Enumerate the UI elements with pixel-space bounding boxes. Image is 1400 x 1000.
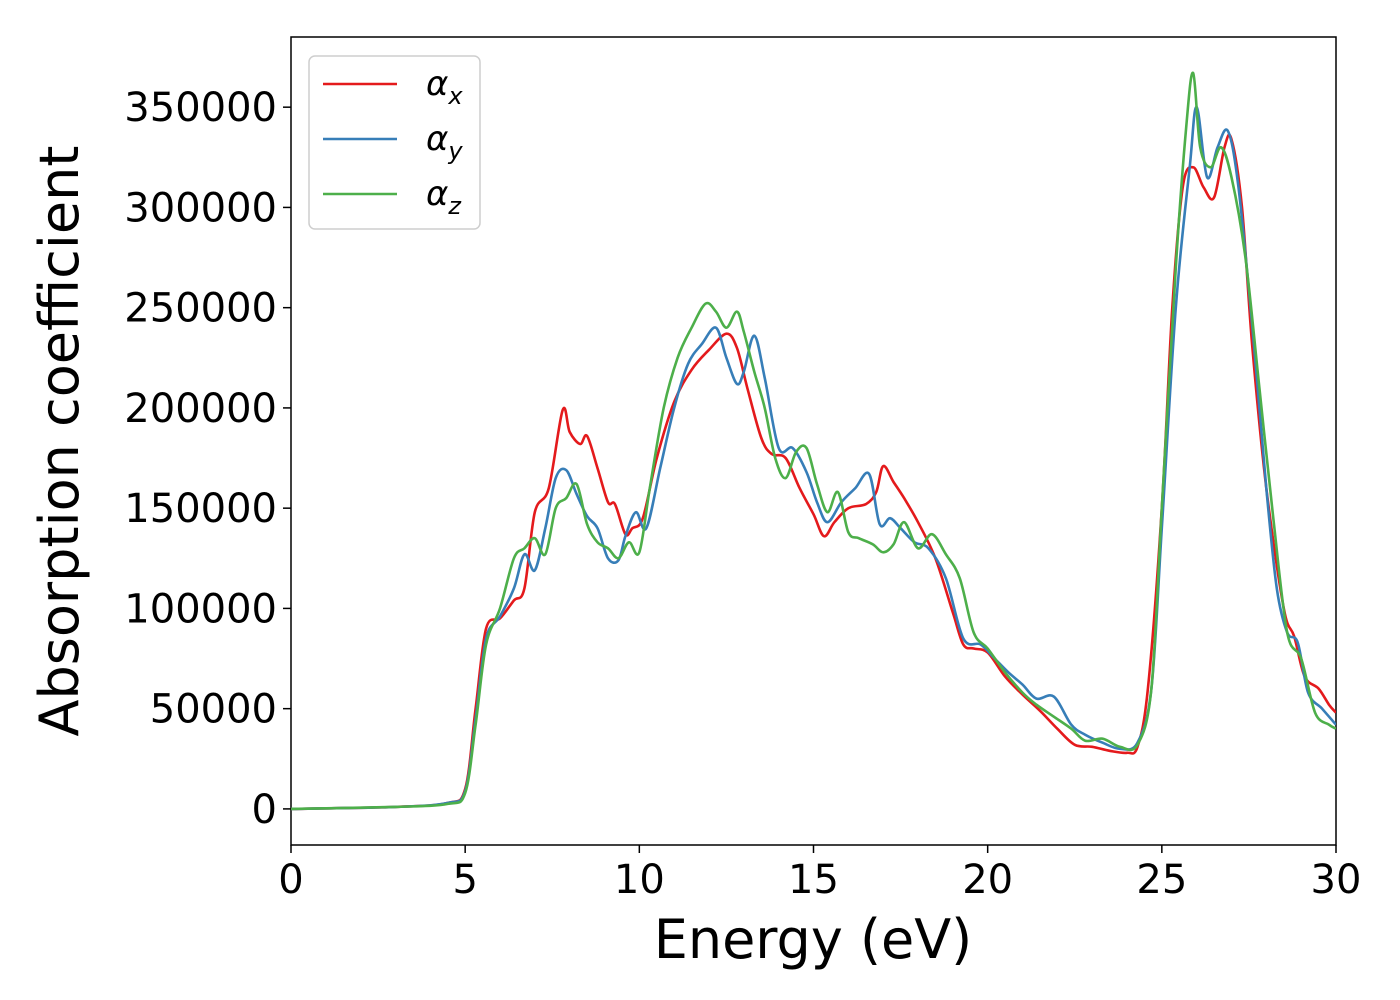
legend-box: [308, 55, 481, 230]
x-tick-label: 5: [452, 857, 477, 903]
x-tick-label: 0: [278, 857, 303, 903]
series-line-y: [291, 105, 1336, 811]
y-tick-label: 350000: [124, 85, 277, 131]
y-tick-label: 100000: [124, 586, 277, 632]
x-axis: 0 5 10 15 20 25 30: [278, 845, 1361, 903]
y-tick-label: 200000: [124, 386, 277, 432]
series-lines: [291, 71, 1336, 811]
legend-label-x: αx: [426, 64, 463, 110]
legend-label-z: αz: [426, 174, 462, 220]
legend: αx αy αz: [308, 55, 481, 230]
y-tick-label: 50000: [150, 687, 277, 733]
y-tick-label: 0: [252, 787, 277, 833]
y-tick-label: 300000: [124, 185, 277, 231]
legend-label-y: αy: [426, 119, 463, 165]
x-tick-label: 20: [962, 857, 1013, 903]
x-tick-label: 15: [788, 857, 839, 903]
x-tick-label: 10: [614, 857, 665, 903]
y-tick-label: 250000: [124, 286, 277, 332]
y-tick-label: 150000: [124, 486, 277, 532]
x-tick-label: 25: [1136, 857, 1187, 903]
x-tick-label: 30: [1311, 857, 1362, 903]
x-axis-title: Energy (eV): [654, 908, 973, 971]
y-axis-title: Absorption coefficient: [28, 146, 91, 737]
series-line-x: [291, 133, 1336, 811]
y-axis: 0 50000 100000 150000 200000 250000 300000 3500…: [124, 85, 291, 833]
series-line-z: [291, 71, 1336, 811]
